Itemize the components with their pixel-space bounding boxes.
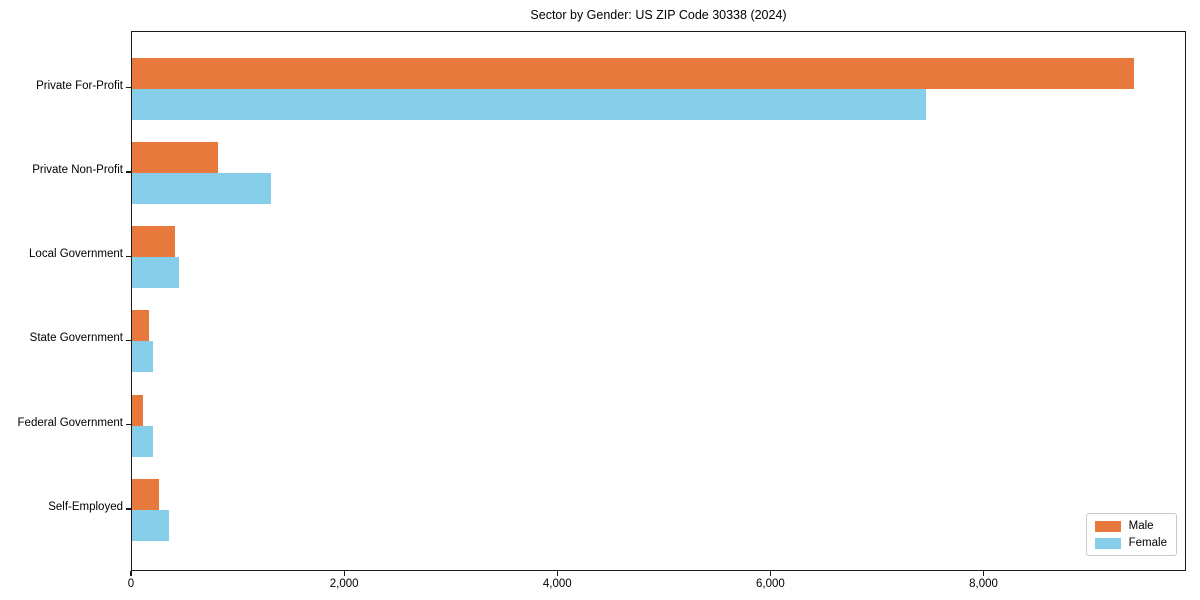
plot-area: Male Female — [131, 31, 1186, 571]
legend-label-female: Female — [1128, 537, 1167, 549]
bar-male-private-non-profit — [132, 141, 219, 173]
x-tick-8000 — [982, 571, 985, 576]
y-tick-local-government — [126, 255, 131, 257]
y-label-private-for-profit: Private For-Profit — [36, 79, 123, 92]
x-tick-label-6000: 6,000 — [756, 578, 785, 590]
x-tick-label-2000: 2,000 — [329, 578, 359, 590]
x-tick-label-8000: 8,000 — [969, 578, 998, 590]
y-label-local-government: Local Government — [29, 248, 123, 261]
y-label-federal-government: Federal Government — [17, 416, 123, 429]
bar-female-private-non-profit — [132, 172, 271, 204]
legend-label-male: Male — [1128, 520, 1154, 532]
x-tick-2000 — [343, 571, 345, 576]
x-tick-0 — [130, 571, 132, 576]
y-label-private-non-profit: Private Non-Profit — [32, 163, 123, 176]
bar-male-state-government — [132, 310, 150, 342]
bar-female-local-government — [132, 257, 179, 289]
x-tick-label-4000: 4,000 — [542, 578, 572, 590]
bar-male-private-for-profit — [132, 57, 1134, 89]
bar-male-self-employed — [132, 478, 159, 510]
x-tick-6000 — [769, 571, 771, 576]
bar-female-private-for-profit — [132, 88, 926, 120]
bar-female-state-government — [132, 341, 154, 373]
legend-swatch-female — [1094, 537, 1121, 549]
legend-item-female: Female — [1094, 537, 1167, 549]
y-label-state-government: State Government — [29, 332, 123, 345]
bar-female-self-employed — [132, 509, 170, 541]
bar-female-federal-government — [132, 425, 154, 457]
legend-swatch-male — [1094, 520, 1121, 532]
y-label-self-employed: Self-Employed — [48, 500, 123, 513]
bar-male-federal-government — [132, 394, 143, 426]
chart-title: Sector by Gender: US ZIP Code 30338 (202… — [530, 8, 787, 22]
y-tick-federal-government — [126, 424, 131, 426]
legend-item-male: Male — [1094, 520, 1167, 532]
y-tick-state-government — [126, 339, 131, 342]
legend: Male Female — [1085, 513, 1177, 556]
bar-male-local-government — [132, 226, 175, 258]
x-tick-label-0: 0 — [127, 578, 135, 590]
y-tick-private-for-profit — [126, 87, 131, 89]
y-tick-self-employed — [126, 508, 131, 510]
y-tick-private-non-profit — [126, 171, 131, 173]
x-tick-4000 — [556, 571, 558, 576]
